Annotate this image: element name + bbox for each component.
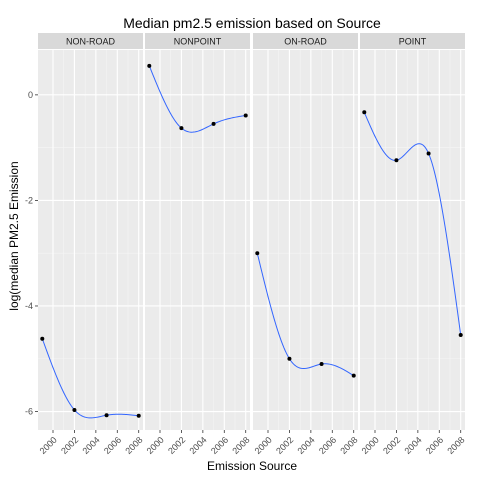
data-point [255, 251, 259, 255]
x-tick-label: 2004 [402, 435, 423, 456]
x-tick-label: 2008 [338, 435, 359, 456]
data-point [105, 413, 109, 417]
x-tick-label: 2002 [59, 435, 80, 456]
facet-strip-label: NONPOINT [174, 37, 222, 47]
data-point [287, 357, 291, 361]
y-axis-title: log(median PM2.5 Emission [7, 161, 21, 310]
x-tick-label: 2000 [38, 435, 59, 456]
facet-strip-label: ON-ROAD [284, 37, 327, 47]
panel-background [145, 50, 250, 430]
data-point [72, 408, 76, 412]
y-tick-label: 0 [28, 90, 33, 100]
data-point [147, 64, 151, 68]
panel-background [38, 50, 143, 430]
panel-background [360, 50, 465, 430]
data-point [212, 122, 216, 126]
data-point [459, 333, 463, 337]
x-tick-label: 2008 [123, 435, 144, 456]
x-tick-label: 2000 [145, 435, 166, 456]
data-point [362, 110, 366, 114]
x-tick-label: 2006 [102, 435, 123, 456]
x-tick-label: 2008 [445, 435, 466, 456]
x-axis-title: Emission Source [207, 459, 297, 473]
x-tick-label: 2004 [80, 435, 101, 456]
y-tick-label: -4 [25, 301, 33, 311]
data-point [179, 126, 183, 130]
chart-title: Median pm2.5 emission based on Source [123, 15, 381, 31]
x-tick-label: 2002 [166, 435, 187, 456]
data-point [40, 337, 44, 341]
x-tick-label: 2000 [253, 435, 274, 456]
data-point [320, 362, 324, 366]
y-tick-label: -2 [25, 195, 33, 205]
facet-panel: NON-ROAD 2000 2002 2004 2006 2008 0 -2 -4 -6 [25, 33, 145, 456]
x-tick-label: 2004 [295, 435, 316, 456]
panel-background [253, 50, 358, 430]
data-point [244, 113, 248, 117]
x-tick-label: 2006 [424, 435, 445, 456]
data-point [394, 158, 398, 162]
x-tick-label: 2006 [209, 435, 230, 456]
data-point [427, 151, 431, 155]
x-tick-label: 2006 [317, 435, 338, 456]
data-point [137, 414, 141, 418]
facet-strip-label: NON-ROAD [66, 37, 115, 47]
facet-panel: ON-ROAD 2000 2002 2004 2006 2008 [253, 33, 360, 456]
facet-panel: NONPOINT 2000 2002 2004 2006 2008 [145, 33, 252, 456]
y-tick-label: -6 [25, 407, 33, 417]
x-tick-label: 2002 [381, 435, 402, 456]
x-tick-label: 2008 [230, 435, 251, 456]
x-tick-label: 2004 [187, 435, 208, 456]
facet-panel: POINT 2000 2002 2004 2006 2008 [360, 33, 467, 456]
data-point [352, 374, 356, 378]
facet-strip-label: POINT [399, 37, 427, 47]
x-tick-label: 2002 [274, 435, 295, 456]
x-tick-label: 2000 [360, 435, 381, 456]
